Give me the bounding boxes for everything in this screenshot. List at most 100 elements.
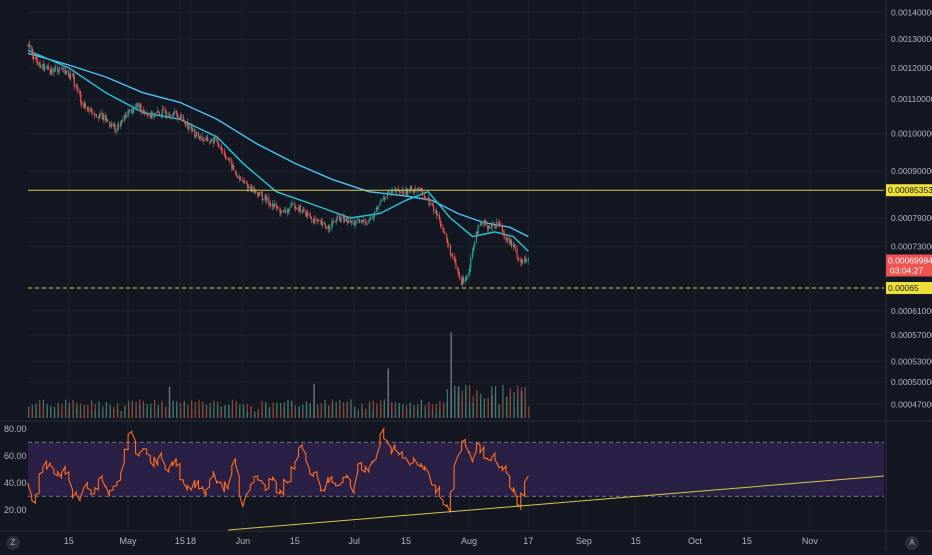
candle-body <box>305 209 307 217</box>
candle-body <box>307 212 309 216</box>
candle-body <box>484 220 486 223</box>
candle-body <box>76 84 78 90</box>
candle-body <box>506 239 508 241</box>
volume-bar <box>250 405 252 418</box>
candle-body <box>169 114 171 117</box>
candle-body <box>139 104 141 108</box>
candle-body <box>118 124 120 127</box>
candle-body <box>460 278 463 285</box>
candle-body <box>49 69 51 75</box>
volume-bar <box>135 404 137 418</box>
candle-body <box>179 117 181 120</box>
volume-bar <box>153 399 156 418</box>
volume-bar <box>309 404 311 418</box>
candle-body <box>384 197 386 199</box>
price-label-bg <box>886 254 932 277</box>
candle-body <box>449 244 452 255</box>
candle-body <box>131 109 133 113</box>
volume-bar <box>150 408 152 418</box>
volume-spike <box>387 368 389 418</box>
candle-body <box>373 211 376 217</box>
candle-body <box>370 217 372 220</box>
candle-body <box>416 188 418 191</box>
volume-bar <box>183 401 185 418</box>
candle-body <box>127 111 129 118</box>
timezone-button[interactable]: Z <box>6 536 20 550</box>
candle-body <box>302 209 304 212</box>
rsi-panel <box>27 426 885 531</box>
candle-body <box>468 272 470 275</box>
candle-body <box>261 194 263 201</box>
volume-bar <box>454 388 456 418</box>
candle-body <box>383 197 385 201</box>
candle-body <box>143 109 145 112</box>
candle-body <box>354 223 356 225</box>
volume-bar <box>46 407 48 418</box>
volume-bar <box>317 409 319 418</box>
volume-bar <box>398 402 400 418</box>
volume-bar <box>279 407 282 418</box>
candle-body <box>406 188 408 195</box>
volume-bar <box>28 407 30 418</box>
candle-body <box>498 222 500 224</box>
candle-body <box>60 67 62 69</box>
candle-body <box>517 256 519 259</box>
volume-bar <box>191 400 193 418</box>
y-tick-label: 0.00100000 <box>891 128 932 138</box>
candle-body <box>53 68 55 73</box>
candle-body <box>246 183 248 184</box>
candle-body <box>421 190 424 196</box>
candle-body <box>82 105 85 108</box>
candle-body <box>183 120 186 122</box>
candle-body <box>161 109 163 115</box>
candle-body <box>320 221 322 222</box>
candle-body <box>243 181 245 183</box>
candle-body <box>432 204 434 207</box>
candle-body <box>462 277 464 282</box>
candle-body <box>399 192 401 194</box>
volume-bar <box>102 412 104 418</box>
volume-bar <box>302 410 304 418</box>
volume-bar <box>443 402 445 418</box>
candle-body <box>164 109 166 113</box>
candle-body <box>224 154 226 158</box>
candle-body <box>518 258 520 260</box>
auto-scale-button[interactable]: A <box>905 536 919 550</box>
x-tick-label: 15 <box>401 536 411 546</box>
volume-bar <box>79 409 82 418</box>
hline-label-bg <box>886 282 932 295</box>
candle-body <box>64 67 66 75</box>
candle-body <box>264 195 266 200</box>
candle-body <box>160 114 163 116</box>
candle-body <box>71 73 74 75</box>
rsi-band <box>28 442 884 497</box>
candle-body <box>459 275 461 279</box>
x-tick-label: Aug <box>461 536 477 546</box>
candle-body <box>149 115 151 119</box>
candle-body <box>310 218 313 220</box>
candle-body <box>502 231 504 233</box>
candle-body <box>312 219 314 223</box>
candle-body <box>507 237 509 241</box>
y-tick-label: 0.00061000 <box>891 306 932 316</box>
candle-body <box>42 64 44 68</box>
candle-body <box>69 76 71 79</box>
candle-body <box>388 192 390 195</box>
volume-bar <box>513 392 515 418</box>
candle-body <box>94 113 96 116</box>
price-panel <box>27 40 884 418</box>
candle-body <box>454 258 456 263</box>
x-tick-label: 15 <box>742 536 752 546</box>
y-tick-label: 0.00073000 <box>891 241 932 251</box>
candle-body <box>95 114 98 117</box>
volume-bar <box>39 399 41 418</box>
candle-body <box>339 216 341 222</box>
volume-bar <box>276 407 278 418</box>
candle-body <box>106 119 108 121</box>
candle-body <box>294 203 296 208</box>
candle-body <box>91 108 93 113</box>
hline-label: 0.00085353 <box>888 185 932 195</box>
candle-body <box>296 208 298 210</box>
candle-body <box>479 225 481 226</box>
